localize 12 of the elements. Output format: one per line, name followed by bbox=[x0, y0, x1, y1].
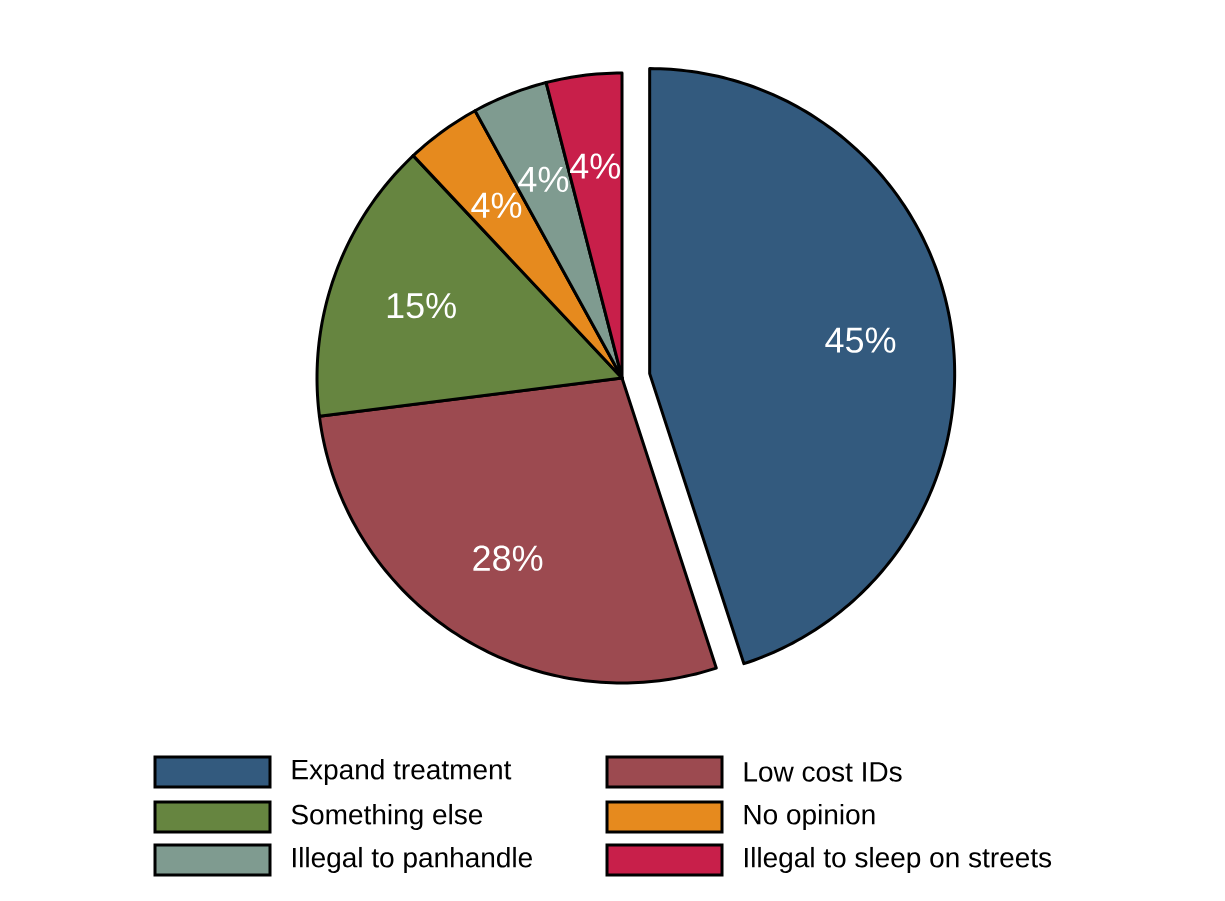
legend-label: Illegal to sleep on streets bbox=[744, 846, 1052, 874]
data-label: 4% bbox=[471, 192, 522, 218]
legend-label: Illegal to panhandle bbox=[292, 846, 532, 874]
legend-label: Something else bbox=[291, 803, 483, 831]
data-label: 28% bbox=[473, 545, 543, 571]
data-label: 45% bbox=[825, 327, 896, 353]
data-label: 4% bbox=[518, 166, 569, 193]
legend-label: No opinion bbox=[744, 803, 875, 831]
legend-label: Low cost IDs bbox=[744, 762, 902, 782]
data-label: 15% bbox=[387, 292, 456, 319]
data-label: 4% bbox=[570, 153, 620, 179]
legend-label: Expand treatment bbox=[292, 758, 512, 786]
